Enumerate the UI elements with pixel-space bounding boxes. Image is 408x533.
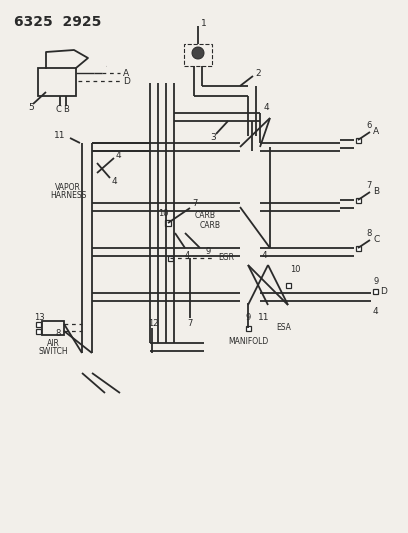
Text: B: B <box>373 188 379 197</box>
Text: 8: 8 <box>366 230 371 238</box>
Text: 6325  2925: 6325 2925 <box>14 15 101 29</box>
Bar <box>355 138 361 142</box>
Bar <box>35 328 40 334</box>
Text: 4: 4 <box>116 150 122 159</box>
Bar <box>184 44 212 66</box>
Text: D: D <box>380 287 387 295</box>
Text: 4: 4 <box>185 251 190 260</box>
Text: 5: 5 <box>28 103 34 112</box>
Bar <box>355 246 361 251</box>
Text: 1: 1 <box>201 20 207 28</box>
Text: 7: 7 <box>366 182 371 190</box>
Bar <box>168 255 173 261</box>
Text: C: C <box>55 104 61 114</box>
Text: 13: 13 <box>34 312 44 321</box>
Text: ESA: ESA <box>276 322 291 332</box>
Text: A: A <box>123 69 129 77</box>
Text: 3: 3 <box>210 133 216 142</box>
Bar <box>246 326 251 330</box>
Text: 11: 11 <box>258 312 270 321</box>
Text: 4: 4 <box>373 306 379 316</box>
Bar <box>38 68 76 96</box>
Bar <box>35 321 40 327</box>
Text: 4: 4 <box>261 251 267 260</box>
Bar <box>286 282 290 287</box>
Text: A: A <box>373 127 379 136</box>
Text: CARB: CARB <box>195 211 216 220</box>
Bar <box>42 321 64 335</box>
Text: 4: 4 <box>112 176 118 185</box>
Text: 9: 9 <box>373 277 378 286</box>
Text: 2: 2 <box>255 69 261 78</box>
Text: A: A <box>106 66 107 67</box>
Bar <box>355 198 361 203</box>
Text: C: C <box>373 236 379 245</box>
Text: 7: 7 <box>192 198 197 207</box>
Text: 9: 9 <box>205 246 210 255</box>
Text: 4: 4 <box>263 103 269 112</box>
Text: 7: 7 <box>187 319 193 327</box>
Circle shape <box>192 47 204 59</box>
Text: 10: 10 <box>158 208 169 217</box>
Text: 10: 10 <box>290 265 301 274</box>
Bar <box>373 288 377 294</box>
Text: SWITCH: SWITCH <box>38 346 68 356</box>
Text: 9: 9 <box>245 313 251 322</box>
Text: MANIFOLD: MANIFOLD <box>228 336 268 345</box>
Text: EGR: EGR <box>218 254 234 262</box>
Text: 8: 8 <box>55 328 60 337</box>
Text: AIR: AIR <box>47 338 60 348</box>
Bar <box>165 220 171 226</box>
Text: 12: 12 <box>148 319 158 327</box>
Text: CARB: CARB <box>200 221 221 230</box>
Text: D: D <box>123 77 130 85</box>
Text: 11: 11 <box>54 131 66 140</box>
Text: VAPOR: VAPOR <box>55 183 81 192</box>
Text: 6: 6 <box>366 122 371 131</box>
Text: B: B <box>63 104 69 114</box>
Text: HARNESS: HARNESS <box>50 190 86 199</box>
